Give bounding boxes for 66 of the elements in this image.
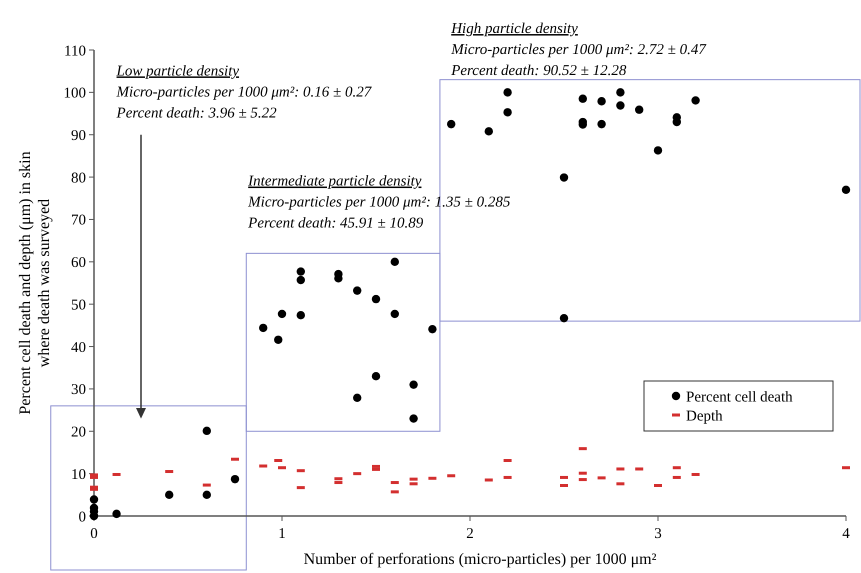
point [390,258,399,266]
point [597,120,606,128]
y-tick-label: 80 [71,170,86,186]
point [691,96,700,105]
y-tick-label: 10 [71,466,86,483]
point [259,324,268,332]
point [597,97,606,106]
x-tick-label: 4 [842,526,850,542]
point [90,495,98,504]
point [202,426,211,436]
y-tick-label: 70 [71,212,86,229]
point [278,310,286,318]
x-tick-label: 2 [466,526,474,542]
point [635,106,644,114]
x-tick-label: 3 [654,526,662,542]
point [842,186,850,194]
annotation: Percent death: 3.96 ± 5.22 [116,105,278,122]
point [409,414,418,423]
annotation: Intermediate particle density [247,174,422,190]
point [503,88,512,97]
point [353,286,362,295]
legend-label: Depth [686,408,724,424]
point [165,490,174,500]
annotation: Micro-particles per 1000 μm²: 0.16 ± 0.27 [116,84,373,100]
point [230,474,240,484]
y-tick-label: 30 [71,382,86,398]
annotation: Micro-particles per 1000 μm²: 2.72 ± 0.47 [450,42,708,58]
annotation: Percent death: 45.91 ± 10.89 [247,216,424,232]
y-tick-label: 50 [71,297,86,314]
y-tick-label: 60 [71,255,86,272]
x-tick-label: 0 [90,526,98,542]
point [296,267,305,276]
x-tick-label: 1 [278,526,286,542]
annotation: Percent death: 90.52 ± 12.28 [450,63,627,80]
y-tick-label: 110 [64,43,86,60]
y-tick-label: 90 [71,128,86,144]
annotation: Low particle density [116,63,240,80]
point [616,88,625,97]
point [274,336,282,344]
y-axis-title: Percent cell death and depth (μm) in skin where death was surveyed [17,151,53,415]
point [296,276,305,284]
legend-label: Percent cell death [686,389,794,406]
y-tick-label: 40 [71,340,86,356]
point [372,294,380,304]
x-axis-title: Number of perforations (micro-particles) per 1000 μm² [304,551,657,568]
point [409,380,418,389]
point [353,394,362,402]
point [390,310,399,318]
y-tick-label: 20 [71,424,86,441]
point [112,510,121,518]
y-tick-label: 0 [78,509,86,526]
point [503,108,512,116]
point [296,310,305,320]
point [578,94,587,103]
point [560,173,568,182]
point [560,314,568,322]
point [202,490,211,500]
annotation: Micro-particles per 1000 μm²: 1.35 ± 0.285 [247,194,511,211]
y-tick-label: 100 [64,86,86,102]
text: High particle density [450,21,578,38]
point [616,101,625,110]
point [484,127,493,136]
point [428,324,437,334]
point [654,146,662,155]
point [372,372,380,380]
point [447,120,456,128]
